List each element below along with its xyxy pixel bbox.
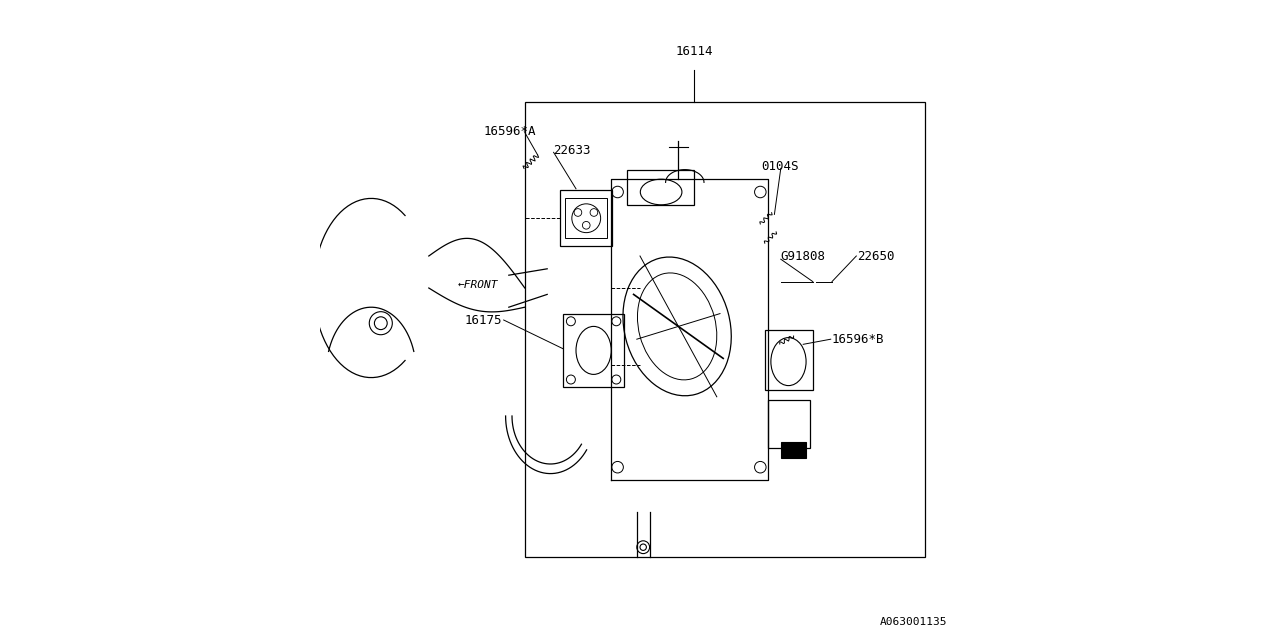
Bar (561, 190, 613, 246)
Text: 22650: 22650 (858, 250, 895, 262)
Text: 16114: 16114 (676, 45, 713, 58)
Text: A063001135: A063001135 (879, 617, 947, 627)
Text: 16596*A: 16596*A (484, 125, 536, 138)
Bar (525, 102, 924, 557)
Text: G91808: G91808 (781, 250, 826, 262)
Text: 16596*B: 16596*B (832, 333, 884, 346)
Text: 16175: 16175 (465, 314, 502, 326)
Bar (563, 314, 625, 387)
Bar (781, 442, 806, 458)
Bar (627, 170, 695, 205)
Bar (768, 400, 809, 448)
Text: ←FRONT: ←FRONT (458, 280, 498, 290)
Text: 22633: 22633 (554, 144, 591, 157)
Bar (765, 330, 813, 390)
Text: 0104S: 0104S (762, 160, 799, 173)
Bar (566, 198, 607, 238)
